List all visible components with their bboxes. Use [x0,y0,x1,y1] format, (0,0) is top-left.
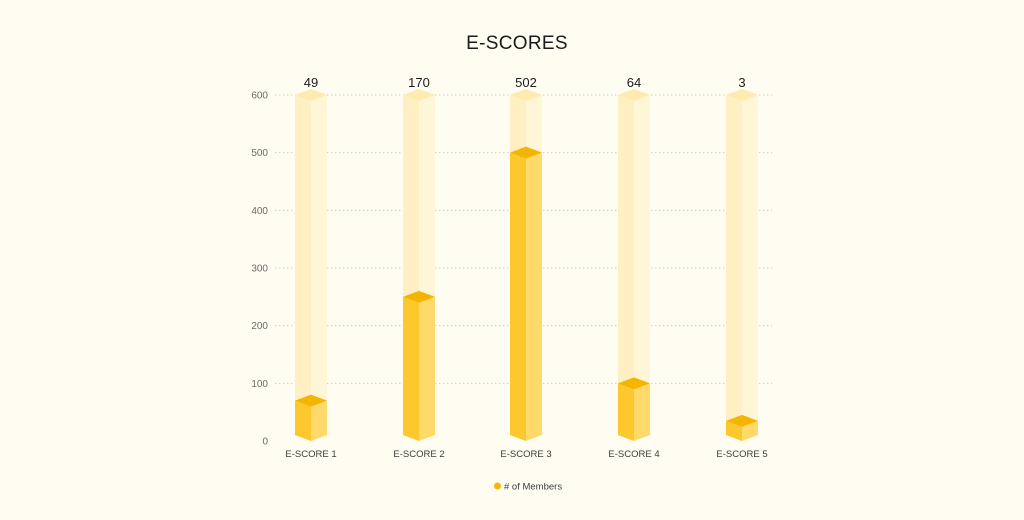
x-tick-label: E-SCORE 2 [393,449,444,460]
bar-track [295,89,327,441]
bar-track-top-face [618,89,650,101]
bar-side-face [742,420,758,441]
bar [726,414,758,441]
legend: # of Members [494,482,562,493]
legend-label: # of Members [504,482,562,493]
bar-top-face [726,414,758,427]
data-label: 64 [627,75,641,90]
bar-top-face [618,377,650,390]
y-tick-label: 600 [251,91,268,102]
y-tick-label: 100 [251,379,268,390]
x-tick-label: E-SCORE 4 [608,449,659,460]
y-axis-ticks: 0 100 200 300 400 500 600 [251,91,268,448]
bar [510,146,542,441]
bar-track-front-face [726,95,742,441]
bar-track-top-face [510,89,542,101]
bar-track-front-face [618,95,634,441]
y-tick-label: 200 [251,321,268,332]
bar-front-face [403,296,419,441]
bar-track [726,89,758,441]
bar [403,290,435,441]
bar [295,394,327,441]
bar-track-top-face [295,89,327,101]
bar-top-face [403,290,435,303]
bar-track-side-face [311,95,327,441]
data-label: 502 [515,75,537,90]
bar-track-side-face [742,95,758,441]
bar-track [618,89,650,441]
bar [618,377,650,441]
bars [295,89,758,441]
data-label: 3 [738,75,745,90]
bar-front-face [510,152,526,441]
data-label: 170 [408,75,430,90]
bar-front-face [295,400,311,441]
data-label: 49 [304,75,318,90]
bar-side-face [419,296,435,441]
bar-side-face [526,152,542,441]
bar-top-face [510,146,542,159]
chart-title: E-SCORES [466,33,568,54]
bar-top-face [295,394,327,407]
data-labels: 49 170 502 64 3 [304,75,746,90]
bar-track-top-face [726,89,758,101]
bar-front-face [618,383,634,441]
x-tick-label: E-SCORE 1 [285,449,336,460]
y-tick-label: 500 [251,148,268,159]
bar-track-top-face [403,89,435,101]
y-tick-label: 400 [251,206,268,217]
bar-side-face [311,400,327,441]
x-tick-label: E-SCORE 3 [500,449,551,460]
y-tick-label: 300 [251,264,268,275]
x-tick-label: E-SCORE 5 [716,449,767,460]
bar-front-face [726,420,742,441]
bar-side-face [634,383,650,441]
x-axis-ticks: E-SCORE 1 E-SCORE 2 E-SCORE 3 E-SCORE 4 E-SC… [285,449,767,460]
bar-track-side-face [634,95,650,441]
bar-track-front-face [295,95,311,441]
legend-marker [494,482,501,490]
y-tick-label: 0 [262,437,268,448]
